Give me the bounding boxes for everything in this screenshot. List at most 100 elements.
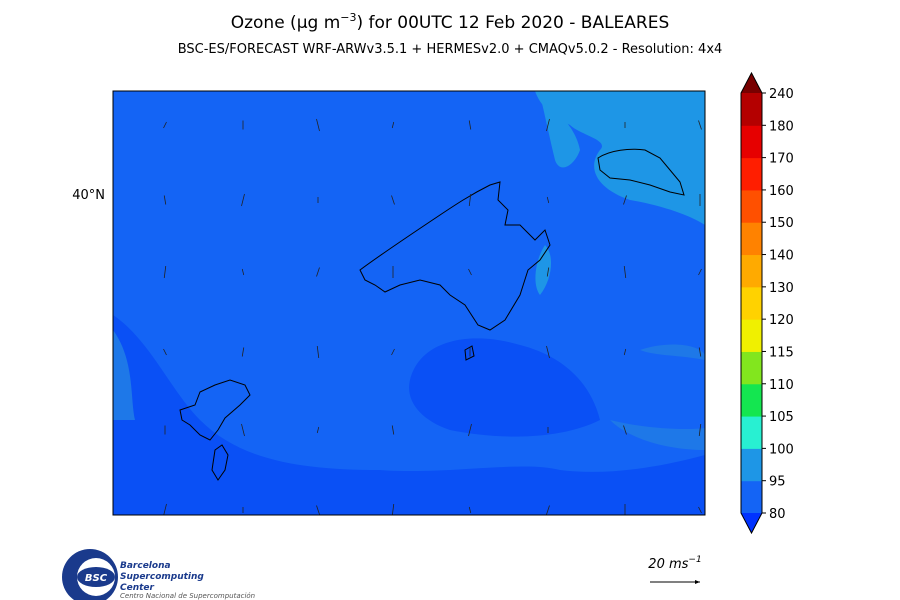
wind-arrow	[163, 265, 167, 279]
field-patch	[610, 420, 705, 450]
colorbar-segment	[741, 157, 762, 191]
colorbar-tick-label: 110	[769, 378, 794, 393]
colorbar-tick-label: 180	[769, 119, 794, 134]
wind-arrow	[391, 348, 395, 356]
colorbar-over	[741, 73, 762, 93]
wind-arrow	[623, 425, 627, 435]
wind-arrow	[163, 348, 167, 356]
wind-arrow	[698, 347, 702, 357]
colorbar-segment	[741, 189, 762, 223]
wind-arrow	[698, 423, 702, 437]
colorbar-segment	[741, 125, 762, 159]
map-frame	[112, 90, 706, 516]
wind-arrow	[698, 120, 702, 130]
wind-arrow	[241, 193, 245, 207]
wind-arrow	[546, 505, 550, 515]
wind-key-exponent: −1	[688, 555, 701, 565]
wind-arrow	[391, 195, 395, 205]
wind-key-text: 20 ms	[648, 557, 688, 572]
wind-arrow	[468, 193, 472, 207]
coastline-ibiza	[179, 379, 251, 441]
colorbar-segment	[741, 254, 762, 288]
map: 40°N	[72, 90, 706, 516]
colorbar-segment	[741, 448, 762, 482]
colorbar-segment	[741, 351, 762, 385]
logo-mark: BSC	[85, 573, 108, 584]
colorbar-segment	[741, 222, 762, 256]
wind-arrow	[546, 345, 550, 359]
colorbar-under	[741, 513, 762, 533]
wind-arrow	[391, 503, 395, 515]
logo-tagline: Centro Nacional de Supercomputación	[120, 592, 255, 600]
colorbar-tick-label: 115	[769, 345, 794, 360]
colorbar-tick-label: 150	[769, 216, 794, 231]
field-patch	[535, 91, 705, 225]
colorbar-segment	[741, 480, 762, 514]
lat-label: 40°N	[72, 188, 105, 203]
logo-band	[77, 567, 115, 587]
colorbar-segment	[741, 286, 762, 320]
wind-key-label: 20 ms−1	[648, 555, 701, 572]
wind-arrow	[163, 503, 167, 515]
wind-arrow	[316, 267, 320, 277]
wind-arrow	[623, 348, 627, 356]
wind-arrow	[241, 347, 245, 357]
wind-arrow	[546, 118, 550, 132]
field-patch	[540, 95, 580, 168]
colorbar-segment	[741, 383, 762, 417]
colorbar-tick-label: 130	[769, 281, 794, 296]
colorbar-tick-label: 240	[769, 87, 794, 102]
colorbar-segment	[741, 416, 762, 449]
field-patch	[535, 245, 552, 295]
coastline-formentera	[211, 444, 229, 481]
wind-arrow	[241, 423, 245, 437]
wind-arrow	[391, 121, 395, 129]
colorbar-tick-label: 120	[769, 313, 794, 328]
coastline-cabrera	[464, 345, 475, 361]
wind-arrow	[468, 506, 472, 514]
wind-arrow	[316, 118, 320, 132]
lower-field	[113, 315, 705, 515]
field-patch	[640, 344, 705, 360]
wind-arrow	[468, 423, 472, 437]
colorbar: 80 95 100 105 110 115 120 130 140 150 160 170 180 240	[740, 71, 794, 535]
wind-arrow	[316, 505, 320, 515]
logo-line: Center	[120, 583, 155, 593]
title: Ozone (μg m−3) for 00UTC 12 Feb 2020 - B…	[231, 11, 670, 33]
wind-arrow	[391, 425, 395, 435]
wind-arrows	[163, 118, 702, 515]
coastline-mallorca	[359, 181, 551, 331]
title-suffix: ) for 00UTC 12 Feb 2020 - BALEARES	[356, 13, 669, 33]
coastline-menorca	[597, 148, 685, 196]
wind-arrow	[316, 426, 320, 434]
colorbar-tick-label: 105	[769, 410, 794, 425]
wind-arrow	[241, 268, 245, 276]
colorbar-tick-label: 95	[769, 475, 786, 490]
logo-line: Barcelona	[120, 561, 171, 571]
colorbar-tick-label: 140	[769, 249, 794, 264]
wind-arrow	[623, 195, 627, 205]
title-exponent: −3	[340, 11, 356, 24]
wind-arrow	[316, 345, 320, 359]
wind-arrow	[163, 121, 167, 129]
logo-line: Supercomputing	[120, 572, 204, 582]
colorbar-tick-label: 170	[769, 152, 794, 167]
wind-arrow	[698, 268, 702, 276]
wind-arrow	[623, 265, 627, 279]
wind-arrow	[698, 506, 702, 514]
colorbar-segment	[741, 93, 762, 126]
wind-key: 20 ms−1	[648, 555, 702, 584]
wind-key-head	[695, 580, 700, 584]
colorbar-tick-label: 80	[769, 507, 786, 522]
field-patch	[113, 330, 135, 420]
colorbar-tick-label: 160	[769, 184, 794, 199]
field-patch	[409, 338, 600, 437]
wind-arrow	[468, 268, 472, 276]
wind-arrow	[546, 196, 550, 204]
colorbar-tick-label: 100	[769, 442, 794, 457]
colorbar-segment	[741, 319, 762, 352]
wind-arrow	[163, 195, 167, 205]
title-prefix: Ozone (μg m	[231, 13, 341, 33]
wind-arrow	[468, 120, 472, 130]
